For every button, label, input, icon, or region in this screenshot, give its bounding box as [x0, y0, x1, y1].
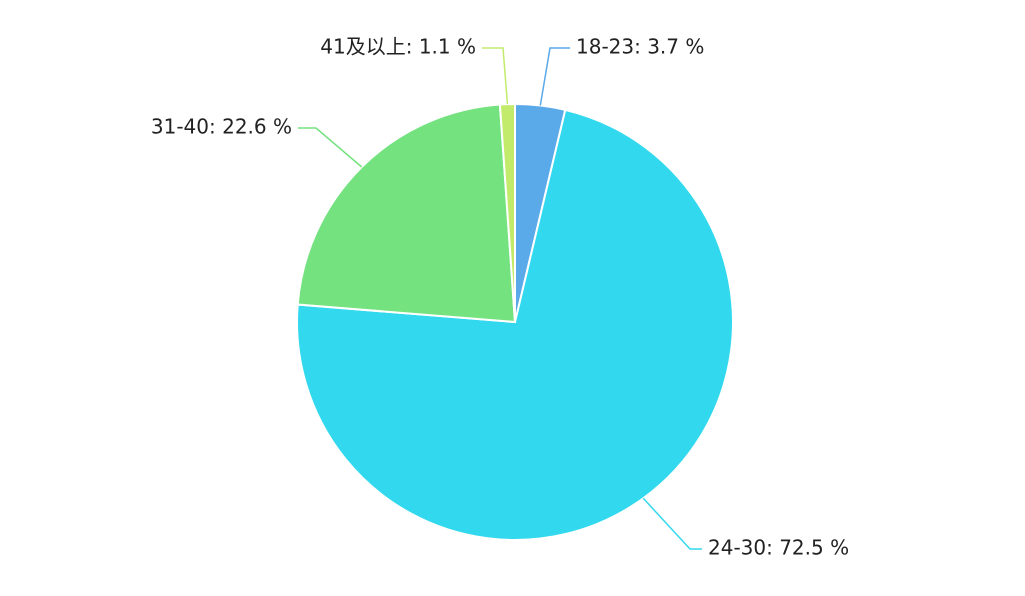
pie-slice	[296, 108, 734, 541]
leader-line	[642, 497, 702, 550]
data-label: 24-30: 72.5 %	[708, 536, 849, 560]
leader-line	[482, 47, 509, 105]
data-label: 41及以上: 1.1 %	[320, 35, 476, 59]
pie-slice	[296, 103, 517, 324]
leader-line	[539, 47, 570, 106]
leader-line	[298, 127, 363, 168]
data-label: 18-23: 3.7 %	[576, 35, 704, 59]
data-label: 31-40: 22.6 %	[151, 115, 292, 139]
pie-slice	[498, 102, 516, 323]
